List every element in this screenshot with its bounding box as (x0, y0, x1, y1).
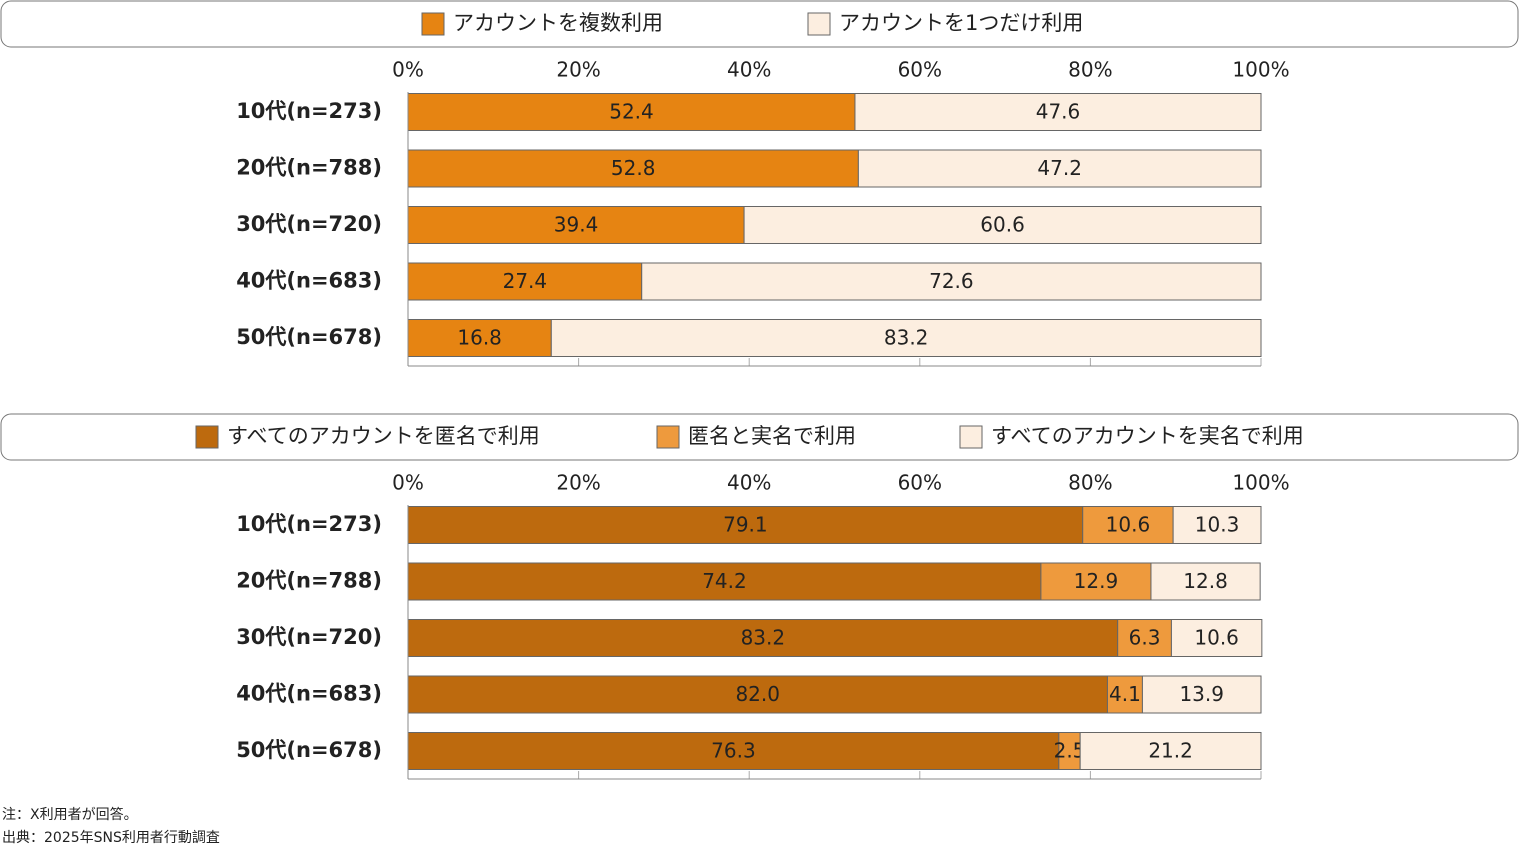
legend-label: 匿名と実名で利用 (688, 424, 856, 448)
bar-segment (1150, 562, 1261, 601)
bar-segment (743, 206, 1262, 244)
bar-segment (407, 93, 856, 131)
legend-swatch (656, 425, 680, 449)
x-tick-label: 40% (727, 58, 771, 82)
category-label: 40代(n=683) (236, 682, 382, 706)
legend-swatch (421, 12, 445, 36)
legend-label: アカウントを1つだけ利用 (839, 11, 1083, 35)
bar-segment (1106, 675, 1143, 714)
bar-segment (407, 732, 1060, 770)
data-label: 76.3 (711, 739, 756, 763)
bar-segment (550, 319, 1262, 357)
data-label: 52.8 (611, 156, 656, 180)
legend-label: すべてのアカウントを匿名で利用 (227, 424, 540, 448)
category-label: 30代(n=720) (236, 625, 382, 649)
bar-segment (1141, 675, 1262, 714)
data-label: 72.6 (929, 269, 974, 293)
bar-segment (407, 206, 745, 244)
bar-segment (854, 93, 1262, 131)
bar-segment (407, 619, 1119, 657)
legend-label: すべてのアカウントを実名で利用 (991, 424, 1304, 448)
category-label: 30代(n=720) (236, 212, 382, 236)
bar-segment (1172, 506, 1262, 544)
bar-segment (857, 149, 1262, 188)
data-label: 12.9 (1074, 569, 1119, 593)
data-label: 39.4 (554, 213, 599, 237)
bar-segment (1170, 619, 1263, 657)
legend-box (0, 0, 1519, 48)
data-label: 52.4 (609, 100, 654, 124)
data-label: 6.3 (1129, 626, 1161, 650)
category-label: 10代(n=273) (236, 512, 382, 536)
data-label: 27.4 (503, 269, 548, 293)
footnote: 出典：2025年SNS利用者行動調査 (2, 830, 220, 846)
bar-segment (407, 319, 552, 357)
bar-segment (407, 506, 1084, 544)
data-label: 83.2 (741, 626, 786, 650)
footnote: 注：X利用者が回答。 (2, 806, 138, 823)
x-tick-label: 40% (727, 471, 771, 495)
data-label: 10.3 (1195, 513, 1240, 537)
legend-swatch (195, 425, 219, 449)
x-tick-label: 0% (392, 471, 424, 495)
data-label: 83.2 (884, 326, 929, 350)
bar-segment (641, 262, 1262, 301)
legend-swatch (959, 425, 983, 449)
x-tick-label: 80% (1068, 471, 1112, 495)
bar-segment (407, 262, 643, 301)
data-label: 60.6 (980, 213, 1025, 237)
x-tick-label: 20% (556, 58, 600, 82)
x-tick-label: 60% (898, 58, 942, 82)
category-label: 20代(n=788) (236, 569, 382, 593)
category-label: 20代(n=788) (236, 156, 382, 180)
data-label: 47.6 (1036, 100, 1081, 124)
data-label: 16.8 (457, 326, 502, 350)
category-label: 10代(n=273) (236, 99, 382, 123)
legend-swatch (807, 12, 831, 36)
x-tick-label: 60% (898, 471, 942, 495)
data-label: 10.6 (1106, 513, 1151, 537)
x-tick-label: 100% (1232, 58, 1289, 82)
data-label: 4.1 (1109, 682, 1141, 706)
bar-segment (1040, 562, 1152, 601)
data-label: 10.6 (1194, 626, 1239, 650)
data-label: 21.2 (1148, 739, 1193, 763)
data-label: 47.2 (1037, 156, 1082, 180)
data-label: 13.9 (1179, 682, 1224, 706)
x-tick-label: 20% (556, 471, 600, 495)
bar-segment (1117, 619, 1172, 657)
x-tick-label: 100% (1232, 471, 1289, 495)
bar-segment (1079, 732, 1262, 770)
data-label: 12.8 (1183, 569, 1228, 593)
category-label: 50代(n=678) (236, 738, 382, 762)
legend-label: アカウントを複数利用 (453, 11, 663, 35)
data-label: 82.0 (735, 682, 780, 706)
data-label: 74.2 (702, 569, 747, 593)
x-tick-label: 0% (392, 58, 424, 82)
data-label: 79.1 (723, 513, 768, 537)
x-tick-label: 80% (1068, 58, 1112, 82)
category-label: 40代(n=683) (236, 269, 382, 293)
legend-box (0, 413, 1519, 461)
category-label: 50代(n=678) (236, 325, 382, 349)
